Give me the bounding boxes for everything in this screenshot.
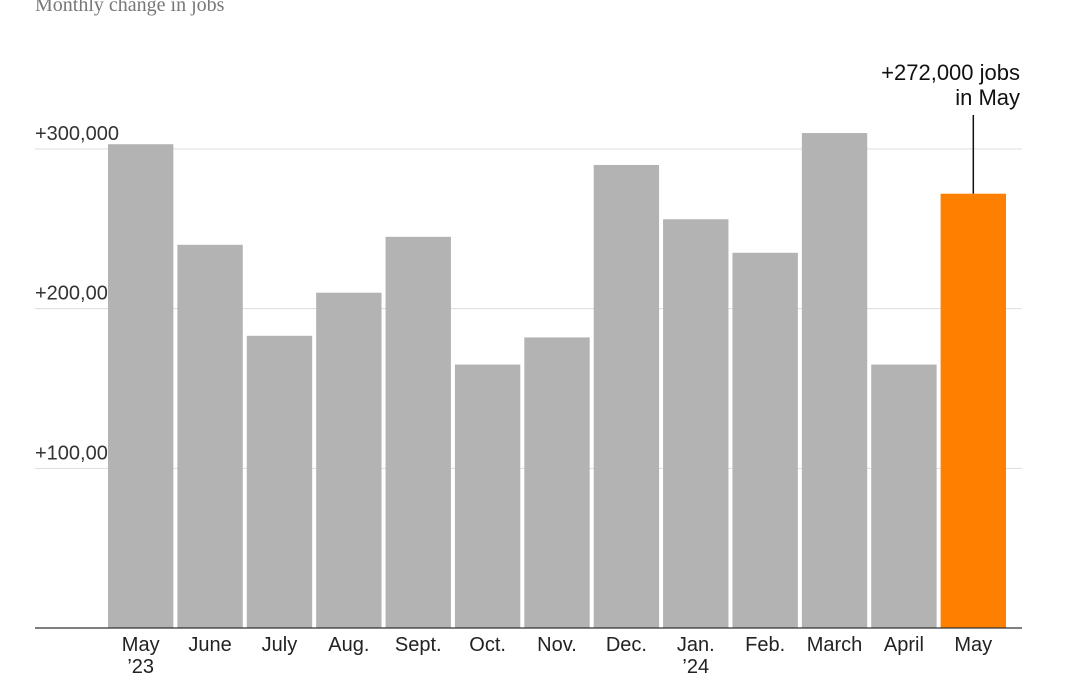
x-tick-label: Oct.	[469, 634, 506, 656]
subtitle: Monthly change in jobs	[35, 0, 225, 16]
x-tick-label: Dec.	[605, 634, 647, 656]
x-tick-label: July	[261, 634, 298, 656]
bar	[454, 364, 521, 628]
bar	[593, 164, 660, 628]
x-tick-label: June	[188, 634, 232, 656]
x-tick-label: April	[883, 634, 924, 656]
bar	[871, 364, 937, 628]
x-tick-label: Nov.	[537, 634, 577, 656]
bar	[524, 337, 590, 628]
bar	[177, 244, 243, 629]
y-tick-label: +200,000	[35, 283, 119, 305]
bar	[108, 144, 174, 628]
bar	[385, 236, 451, 629]
annotation: +272,000 jobs in May	[881, 60, 1020, 110]
y-tick-label: +100,000	[35, 442, 119, 464]
x-tick-label: Sept.	[394, 634, 442, 656]
bar	[801, 133, 868, 629]
bar	[316, 292, 382, 628]
bar	[246, 335, 313, 628]
bar	[732, 252, 798, 629]
bar	[940, 193, 1006, 628]
x-tick-label: Jan. ’24	[676, 634, 715, 675]
x-tick-label: May	[954, 634, 993, 656]
x-tick-label: May ’23	[121, 634, 160, 675]
bar	[663, 219, 729, 628]
y-tick-label: +300,000	[35, 123, 119, 145]
x-tick-label: Aug.	[328, 634, 370, 656]
x-tick-label: Feb.	[745, 634, 786, 656]
x-tick-label: March	[806, 634, 863, 656]
